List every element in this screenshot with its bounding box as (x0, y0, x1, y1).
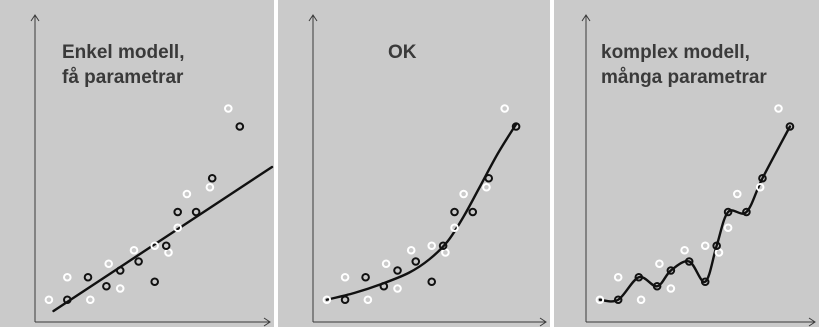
test-point (459, 189, 468, 199)
test-point (363, 295, 373, 305)
fit-line (52, 165, 274, 313)
chart-title-line-1: Enkel modell, (62, 42, 185, 63)
test-point (774, 104, 783, 113)
train-point (700, 277, 710, 287)
test-point (714, 248, 724, 257)
chart-title-line-2: många parametrar (601, 67, 767, 88)
train-point (484, 173, 494, 183)
train-point (150, 277, 159, 287)
panel-ok-model: OK (278, 0, 550, 327)
train-point (427, 277, 437, 287)
test-point (173, 223, 182, 233)
test-point (406, 245, 416, 255)
train-point (173, 207, 182, 217)
test-point (655, 259, 664, 269)
train-point (115, 266, 125, 275)
test-point (755, 182, 765, 192)
chart-title-line-1: OK (388, 42, 417, 63)
test-point (129, 245, 139, 255)
test-point (723, 223, 733, 233)
test-point (205, 182, 215, 192)
y-axis-arrow-icon (30, 14, 40, 22)
test-point (482, 182, 491, 192)
chart-title: Enkel modell, få parametrar (62, 40, 184, 90)
train-point (379, 281, 389, 291)
test-point (381, 259, 391, 269)
train-point (161, 241, 171, 251)
test-point (86, 295, 95, 305)
train-point (361, 272, 370, 282)
chart-simple-model (30, 14, 274, 327)
test-point (636, 295, 646, 305)
train-point (393, 266, 402, 275)
train-point (742, 207, 751, 217)
test-point (164, 248, 173, 257)
chart-title-line-2: få parametrar (62, 67, 184, 88)
x-axis-arrow-icon (263, 317, 271, 327)
test-point (322, 295, 332, 305)
test-point (613, 272, 623, 282)
train-point (785, 122, 795, 131)
test-point (427, 241, 437, 251)
test-point (595, 295, 605, 305)
train-point (613, 295, 623, 305)
train-point (235, 122, 245, 131)
test-point (666, 284, 676, 293)
train-point (652, 281, 662, 291)
panel-complex-model: komplex modell, många parametrar (554, 0, 819, 327)
train-point (666, 266, 676, 275)
train-point (758, 173, 767, 183)
train-point (207, 173, 217, 183)
fit-line (598, 125, 792, 303)
train-point (468, 207, 478, 217)
train-point (83, 272, 93, 282)
train-point (511, 122, 521, 131)
test-point (224, 104, 233, 113)
test-point (732, 189, 742, 199)
test-point (700, 241, 710, 251)
y-axis-arrow-icon (581, 14, 591, 22)
chart-title: komplex modell, många parametrar (601, 40, 767, 90)
train-point (684, 257, 694, 266)
train-point (340, 295, 350, 305)
train-point (63, 295, 72, 305)
train-point (411, 257, 421, 266)
test-point (104, 259, 113, 269)
train-point (712, 241, 721, 251)
train-point (723, 207, 733, 217)
test-point (182, 189, 192, 199)
train-point (450, 207, 459, 217)
chart-ok-model (308, 14, 547, 327)
train-point (634, 272, 644, 282)
chart-title: OK (388, 40, 417, 65)
x-axis-arrow-icon (808, 317, 816, 327)
train-point (134, 257, 143, 266)
train-point (191, 207, 201, 217)
chart-title-line-1: komplex modell, (601, 42, 750, 63)
test-point (393, 284, 402, 293)
x-axis-arrow-icon (539, 317, 547, 327)
test-point (115, 284, 125, 293)
test-point (150, 241, 159, 251)
train-point (102, 281, 111, 291)
y-axis-arrow-icon (308, 14, 318, 22)
train-point (438, 241, 448, 251)
panel-simple-model: Enkel modell, få parametrar (0, 0, 274, 327)
test-point (63, 272, 72, 282)
test-point (340, 272, 350, 282)
test-point (680, 245, 689, 255)
test-point (441, 248, 450, 257)
chart-complex-model (581, 14, 816, 327)
test-point (500, 104, 509, 113)
fit-line (325, 123, 518, 301)
test-point (44, 295, 54, 305)
test-point (450, 223, 459, 233)
